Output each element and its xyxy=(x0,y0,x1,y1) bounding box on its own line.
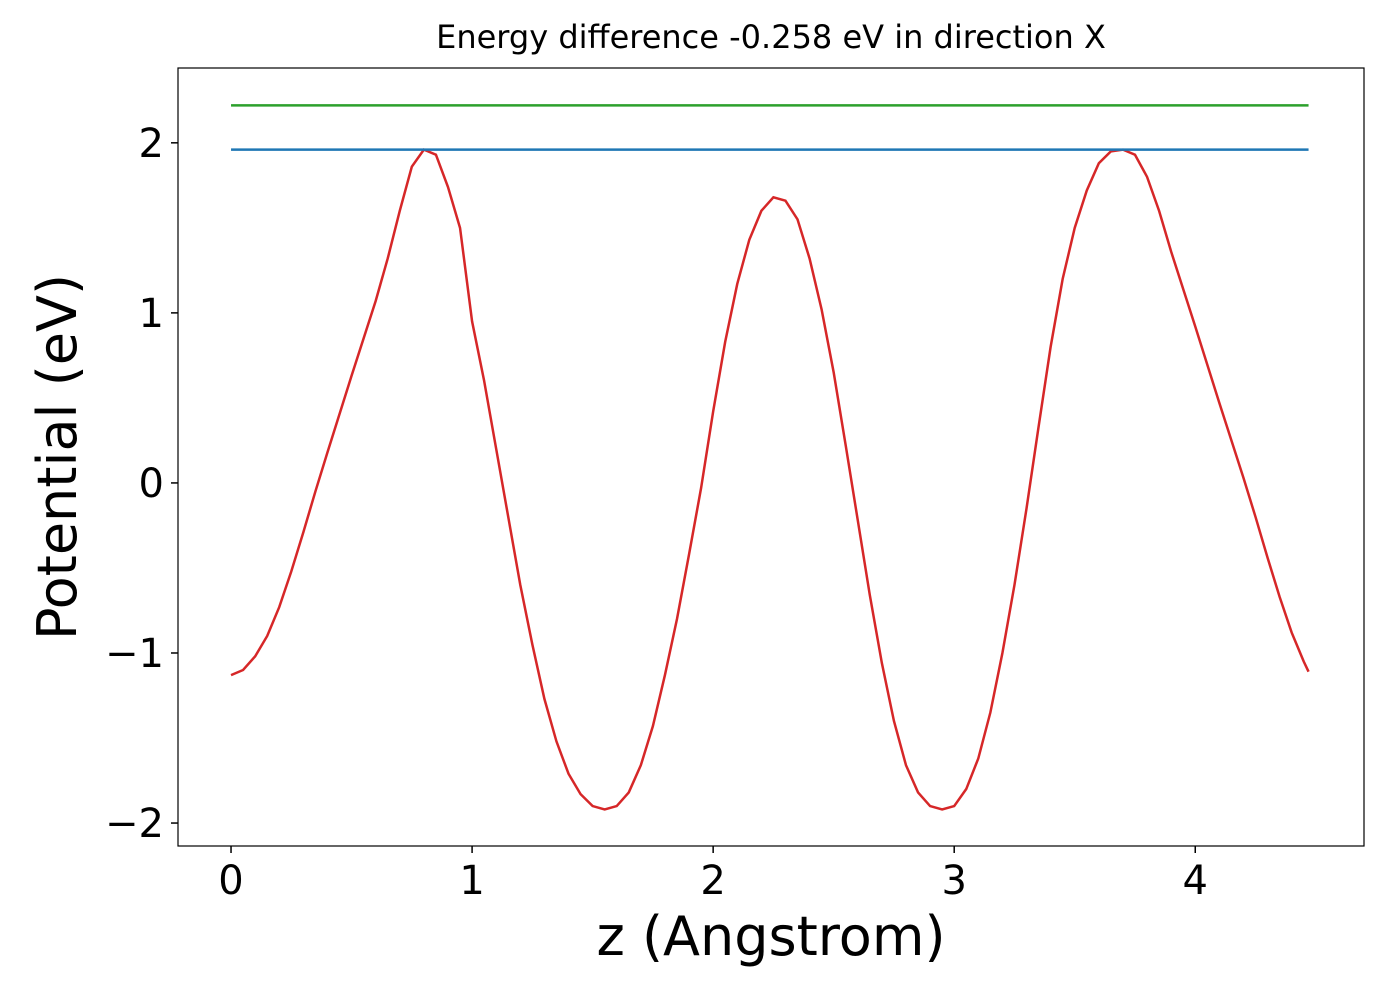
x-tick-label: 4 xyxy=(1183,858,1208,904)
x-axis-label: z (Angstrom) xyxy=(596,905,945,968)
y-tick-label: −1 xyxy=(105,631,164,677)
x-tick-label: 0 xyxy=(218,858,243,904)
chart-title: Energy difference -0.258 eV in direction… xyxy=(436,18,1106,56)
line-series xyxy=(230,148,1310,811)
y-tick-label: 1 xyxy=(139,291,164,337)
y-axis-label: Potential (eV) xyxy=(26,274,89,640)
x-tick-label: 1 xyxy=(459,858,484,904)
y-tick-label: 0 xyxy=(139,461,164,507)
plot-frame xyxy=(177,67,1365,847)
x-tick-label: 3 xyxy=(941,858,966,904)
x-tick-label: 2 xyxy=(700,858,725,904)
y-tick-label: 2 xyxy=(139,121,164,167)
y-tick-label: −2 xyxy=(105,801,164,847)
